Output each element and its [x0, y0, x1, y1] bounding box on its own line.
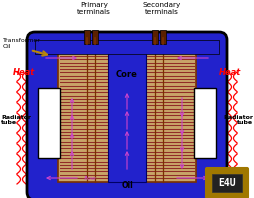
Text: Heat: Heat — [219, 68, 241, 76]
Text: Transformer
Oil: Transformer Oil — [3, 38, 41, 49]
Bar — [108, 52, 146, 182]
Bar — [92, 30, 98, 44]
Text: Oil: Oil — [121, 182, 133, 190]
FancyBboxPatch shape — [27, 32, 227, 198]
Bar — [152, 30, 158, 44]
Text: E4U: E4U — [218, 178, 236, 188]
Bar — [58, 52, 196, 182]
Text: Radiator
tube: Radiator tube — [223, 115, 253, 125]
Text: Primary
terminals: Primary terminals — [77, 2, 111, 15]
Text: Core: Core — [116, 70, 138, 79]
FancyBboxPatch shape — [206, 168, 248, 198]
Bar — [38, 88, 60, 158]
Text: Radiator
tube: Radiator tube — [1, 115, 31, 125]
Bar — [84, 30, 90, 44]
Bar — [212, 174, 242, 192]
Text: Secondary
terminals: Secondary terminals — [143, 2, 181, 15]
Bar — [35, 40, 219, 54]
Bar — [160, 30, 166, 44]
Bar — [194, 88, 216, 158]
Text: Heat: Heat — [13, 68, 35, 76]
Text: flow: flow — [84, 175, 97, 181]
